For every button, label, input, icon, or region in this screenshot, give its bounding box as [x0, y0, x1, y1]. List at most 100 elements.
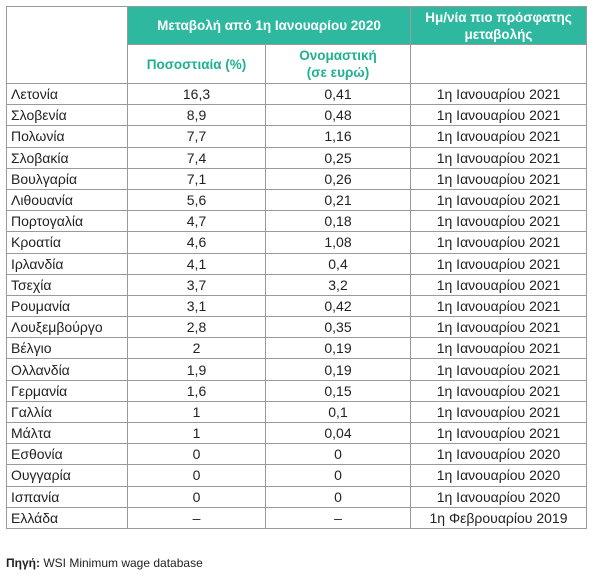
source-text: WSI Minimum wage database: [43, 556, 203, 570]
table-row: Λιθουανία 5,6 0,21 1η Ιανουαρίου 2021: [6, 188, 587, 212]
cell-country: Βουλγαρία: [6, 167, 128, 190]
minimum-wage-table: Μεταβολή από 1η Ιανουαρίου 2020 Ημ/νία π…: [6, 6, 587, 529]
cell-nominal: 0,21: [265, 188, 411, 212]
cell-date: 1η Ιανουαρίου 2021: [410, 337, 587, 360]
cell-country: Ελλάδα: [6, 506, 128, 529]
table-body: Λετονία 16,3 0,41 1η Ιανουαρίου 2021 Σλοβενί…: [6, 82, 587, 529]
cell-country: Ολλανδία: [6, 358, 128, 381]
table-row: Κροατία 4,6 1,08 1η Ιανουαρίου 2021: [6, 231, 587, 254]
cell-nominal: 0,19: [265, 358, 411, 381]
cell-nominal: 3,2: [265, 273, 411, 296]
cell-pct: 1: [127, 421, 266, 445]
table-row: Ισπανία 0 0 1η Ιανουαρίου 2020: [6, 485, 587, 508]
cell-pct: 1,6: [127, 379, 266, 402]
cell-country: Λιθουανία: [6, 188, 128, 212]
cell-nominal: 0: [265, 485, 411, 508]
cell-nominal: 0,41: [265, 82, 411, 106]
cell-country: Γαλλία: [6, 400, 128, 424]
cell-country: Πορτογαλία: [6, 210, 128, 233]
cell-country: Κροατία: [6, 231, 128, 254]
cell-country: Ισπανία: [6, 485, 128, 508]
table-row: Μάλτα 1 0,04 1η Ιανουαρίου 2021: [6, 421, 587, 445]
source-note: Πηγή: WSI Minimum wage database: [6, 556, 203, 570]
cell-country: Λουξεμβούργο: [6, 316, 128, 339]
cell-nominal: 0,48: [265, 104, 411, 127]
cell-nominal: 0,1: [265, 400, 411, 424]
table-row: Σλοβακία 7,4 0,25 1η Ιανουαρίου 2021: [6, 146, 587, 169]
header-row-top: Μεταβολή από 1η Ιανουαρίου 2020 Ημ/νία π…: [6, 6, 587, 84]
cell-country: Σλοβακία: [6, 146, 128, 169]
date-subheader-blank: [410, 44, 587, 84]
cell-date: 1η Ιανουαρίου 2021: [410, 358, 587, 381]
cell-date: 1η Ιανουαρίου 2020: [410, 443, 587, 466]
cell-nominal: 1,08: [265, 231, 411, 254]
cell-pct: 16,3: [127, 82, 266, 106]
table-row: Λετονία 16,3 0,41 1η Ιανουαρίου 2021: [6, 82, 587, 106]
cell-nominal: 1,16: [265, 125, 411, 148]
table-row: Εσθονία 0 0 1η Ιανουαρίου 2020: [6, 443, 587, 466]
table-row: Βουλγαρία 7,1 0,26 1η Ιανουαρίου 2021: [6, 167, 587, 190]
table-row: Πορτογαλία 4,7 0,18 1η Ιανουαρίου 2021: [6, 210, 587, 233]
cell-date: 1η Ιανουαρίου 2021: [410, 167, 587, 190]
table-row: Τσεχία 3,7 3,2 1η Ιανουαρίου 2021: [6, 273, 587, 296]
cell-pct: 4,1: [127, 252, 266, 275]
cell-nominal: 0,15: [265, 379, 411, 402]
cell-date: 1η Ιανουαρίου 2021: [410, 252, 587, 275]
cell-nominal: 0,18: [265, 210, 411, 233]
cell-country: Ρουμανία: [6, 294, 128, 318]
cell-nominal: 0,25: [265, 146, 411, 169]
nominal-column-header: Ονομαστική (σε ευρώ): [265, 44, 411, 84]
cell-pct: 4,7: [127, 210, 266, 233]
cell-country: Βέλγιο: [6, 337, 128, 360]
cell-country: Πολωνία: [6, 125, 128, 148]
cell-date: 1η Ιανουαρίου 2020: [410, 485, 587, 508]
cell-nominal: –: [265, 506, 411, 529]
cell-country: Γερμανία: [6, 379, 128, 402]
cell-pct: 7,4: [127, 146, 266, 169]
cell-pct: 8,9: [127, 104, 266, 127]
cell-pct: 2,8: [127, 316, 266, 339]
source-label: Πηγή:: [6, 556, 40, 570]
header-row-sub: Ποσοστιαία (%) Ονομαστική (σε ευρώ): [7, 44, 587, 84]
cell-date: 1η Ιανουαρίου 2021: [410, 316, 587, 339]
cell-date: 1η Ιανουαρίου 2021: [410, 104, 587, 127]
cell-country: Εσθονία: [6, 443, 128, 466]
cell-pct: –: [127, 506, 266, 529]
table-row: Ρουμανία 3,1 0,42 1η Ιανουαρίου 2021: [6, 294, 587, 318]
cell-pct: 1: [127, 400, 266, 424]
cell-date: 1η Ιανουαρίου 2021: [410, 125, 587, 148]
cell-country: Λετονία: [6, 82, 128, 106]
cell-nominal: 0: [265, 464, 411, 487]
table-row: Γαλλία 1 0,1 1η Ιανουαρίου 2021: [6, 400, 587, 424]
table-row: Σλοβενία 8,9 0,48 1η Ιανουαρίου 2021: [6, 104, 587, 127]
table-row: Ελλάδα – –1η Φεβρουαρίου 2019: [6, 506, 587, 529]
cell-country: Μάλτα: [6, 421, 128, 445]
table-row: Πολωνία 7,7 1,16 1η Ιανουαρίου 2021: [6, 125, 587, 148]
nominal-header-line1: Ονομαστική: [299, 48, 377, 63]
table-row: Ουγγαρία 0 0 1η Ιανουαρίου 2020: [6, 464, 587, 487]
cell-pct: 7,1: [127, 167, 266, 190]
date-header-line1: Ημ/νία πιο πρόσφατης: [425, 9, 572, 25]
table-row: Ιρλανδία 4,1 0,4 1η Ιανουαρίου 2021: [6, 252, 587, 275]
cell-country: Τσεχία: [6, 273, 128, 296]
cell-country: Σλοβενία: [6, 104, 128, 127]
date-header-line2: μεταβολής: [464, 26, 533, 42]
cell-country: Ουγγαρία: [6, 464, 128, 487]
cell-pct: 3,7: [127, 273, 266, 296]
cell-date: 1η Ιανουαρίου 2021: [410, 82, 587, 106]
cell-nominal: 0,42: [265, 294, 411, 318]
table-row: Γερμανία 1,6 0,15 1η Ιανουαρίου 2021: [6, 379, 587, 402]
cell-date: 1η Ιανουαρίου 2021: [410, 294, 587, 318]
table-row: Βέλγιο 2 0,19 1η Ιανουαρίου 2021: [6, 337, 587, 360]
cell-date: 1η Ιανουαρίου 2021: [410, 188, 587, 212]
cell-nominal: 0,35: [265, 316, 411, 339]
cell-date: 1η Ιανουαρίου 2021: [410, 231, 587, 254]
cell-pct: 0: [127, 485, 266, 508]
cell-pct: 0: [127, 443, 266, 466]
cell-date: 1η Ιανουαρίου 2021: [410, 379, 587, 402]
cell-date: 1η Ιανουαρίου 2021: [410, 400, 587, 424]
cell-date: 1η Ιανουαρίου 2021: [410, 421, 587, 445]
cell-date: 1η Ιανουαρίου 2021: [410, 146, 587, 169]
latest-change-date-header: Ημ/νία πιο πρόσφατης μεταβολής: [410, 6, 587, 45]
cell-country: Ιρλανδία: [6, 252, 128, 275]
